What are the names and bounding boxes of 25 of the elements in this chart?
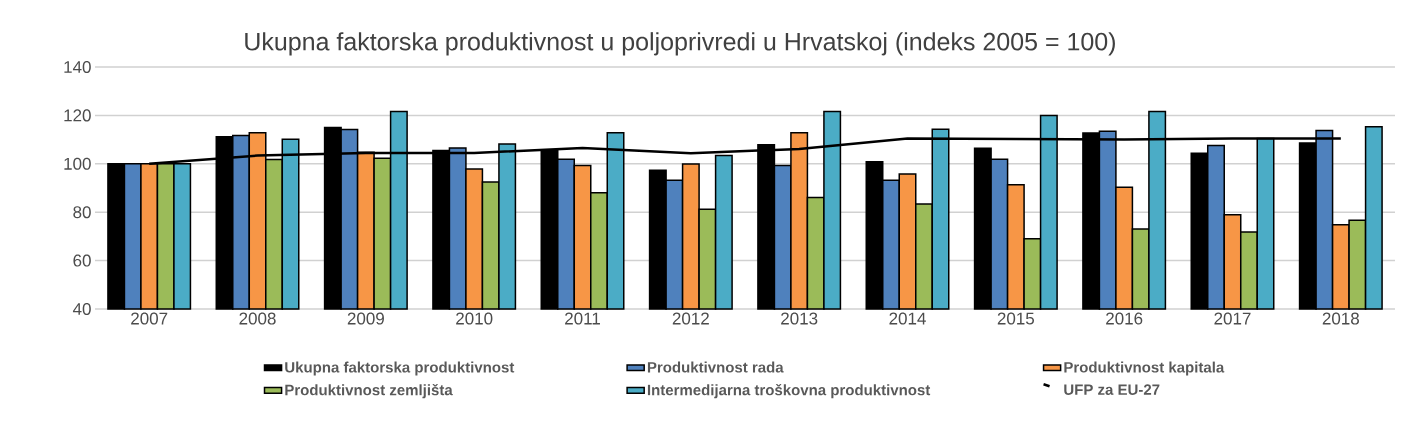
x-tick-label: 2008	[239, 312, 276, 325]
y-tick-label: 140	[64, 60, 91, 74]
x-tick-label: 2010	[456, 312, 493, 325]
y-tick-label: 120	[64, 109, 91, 122]
legend-label: Produktivnost zemljišta	[285, 383, 453, 399]
x-tick-label: 2012	[672, 312, 709, 325]
y-tick-label: 80	[73, 206, 91, 219]
x-tick-label: 2018	[1322, 312, 1359, 325]
y-tick-label: 60	[73, 254, 91, 267]
legend-label: UFP za EU-27	[1064, 384, 1160, 395]
chart-title: Ukupna faktorska produktivnost u poljoprivredi u Hrvatskoj (indeks 2005 = 100)	[245, 32, 1115, 56]
legend-label: Ukupna faktorska produktivnost	[285, 361, 515, 376]
y-tick-label: 100	[64, 157, 91, 170]
x-tick-label: 2016	[1106, 312, 1143, 325]
x-tick-label: 2011	[565, 312, 600, 325]
x-tick-label: 2009	[347, 312, 384, 325]
legend-label: Intermedijarna troškovna produktivnost	[647, 383, 931, 399]
x-tick-label: 2014	[889, 312, 926, 325]
legend-label: Produktivnost kapitala	[1064, 361, 1225, 376]
x-tick-label: 2007	[131, 312, 168, 325]
y-tick-label: 40	[72, 302, 91, 316]
legend-label: Produktivnost rada	[647, 361, 784, 373]
x-tick-label: 2017	[1214, 312, 1251, 325]
x-tick-label: 2015	[997, 312, 1035, 325]
x-tick-label: 2013	[781, 312, 818, 325]
